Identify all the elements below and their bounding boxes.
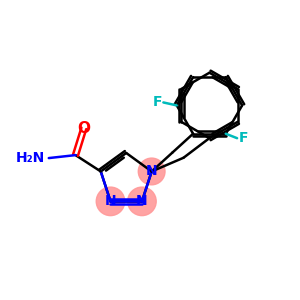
Circle shape <box>138 158 165 185</box>
Circle shape <box>96 187 125 216</box>
Text: O: O <box>77 121 90 136</box>
Text: H₂N: H₂N <box>16 151 45 165</box>
Text: N: N <box>136 194 148 208</box>
Text: N: N <box>146 164 158 178</box>
Text: F: F <box>238 131 248 145</box>
Text: N: N <box>105 194 116 208</box>
Circle shape <box>128 187 156 216</box>
Text: F: F <box>152 95 162 110</box>
